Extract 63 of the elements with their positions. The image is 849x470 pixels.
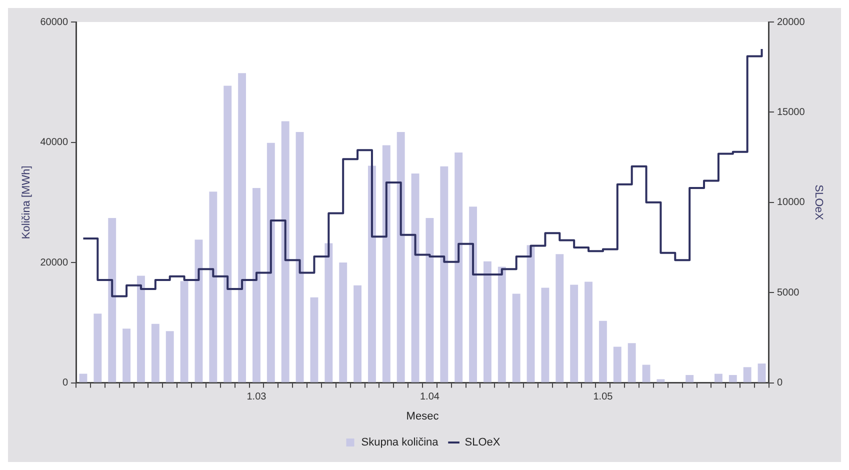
y-tick-label: 40000: [40, 137, 68, 148]
bar: [411, 174, 420, 382]
bar: [79, 374, 88, 382]
bar: [180, 281, 188, 382]
bar: [512, 294, 520, 382]
bar: [224, 86, 232, 382]
bar: [570, 284, 578, 382]
y-tick-label: 0: [62, 378, 68, 389]
bar: [556, 254, 564, 382]
bar: [758, 364, 766, 382]
y-tick-label: 60000: [40, 16, 68, 28]
bar: [238, 73, 246, 382]
y-axis-title: Količina [MWh]: [20, 166, 33, 240]
bar: [584, 282, 592, 382]
bar: [209, 192, 218, 382]
bar: [656, 379, 665, 382]
bar: [266, 142, 275, 382]
bar: [743, 367, 752, 382]
bar: [194, 240, 203, 382]
bar: [541, 288, 550, 382]
bar: [613, 346, 622, 382]
bar: [426, 218, 434, 382]
bar: [728, 374, 737, 382]
bar: [628, 343, 636, 382]
bar: [526, 245, 535, 382]
bar: [151, 324, 160, 382]
bar: [324, 243, 333, 382]
bar: [354, 285, 362, 382]
y-tick-label: 20000: [40, 257, 68, 268]
x-axis-title: Mesec: [406, 410, 440, 422]
legend-label: Skupna količina: [361, 436, 440, 449]
y2-axis-title: SLOeX: [812, 184, 824, 221]
bar: [339, 262, 348, 382]
bar: [252, 188, 260, 382]
y2-tick-label: 10000: [776, 197, 806, 208]
bar: [296, 132, 304, 382]
bar: [642, 364, 650, 382]
bar: [598, 320, 607, 382]
bar: [94, 314, 102, 382]
y2-tick-label: 5000: [776, 287, 800, 298]
bar: [454, 152, 463, 382]
bar: [498, 266, 506, 382]
bar: [714, 374, 722, 382]
bar: [122, 328, 131, 382]
y2-tick-label: 15000: [776, 106, 806, 118]
bar: [440, 166, 448, 382]
x-tick-label: 1.03: [246, 392, 267, 403]
bar: [137, 276, 145, 382]
bar: [310, 297, 318, 382]
y2-tick-label: 20000: [776, 16, 806, 28]
bar: [281, 121, 290, 382]
bar: [368, 166, 376, 382]
bar: [382, 145, 390, 382]
bar: [166, 331, 174, 382]
bar: [108, 218, 116, 382]
bar: [396, 132, 405, 382]
bar: [469, 206, 477, 382]
legend-label: SLOeX: [464, 436, 501, 449]
y2-tick-label: 0: [776, 378, 783, 389]
x-tick-label: 1.04: [420, 392, 440, 403]
bar: [483, 261, 492, 382]
bar: [686, 374, 694, 382]
x-tick-label: 1.05: [593, 392, 614, 403]
